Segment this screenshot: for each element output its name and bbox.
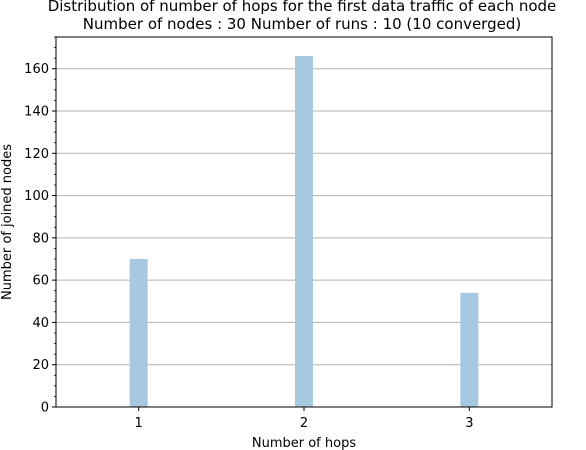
chart-title-line-2: Number of nodes : 30 Number of runs : 10… [83,15,521,33]
bar [460,292,479,407]
y-tick-label: 140 [24,105,49,120]
y-tick-label: 40 [32,316,49,331]
y-tick-label: 20 [32,358,49,373]
y-tick-label: 120 [24,147,49,162]
x-tick-label: 3 [465,416,473,431]
y-axis-label: Number of joined nodes [0,144,15,300]
y-tick-label: 80 [32,231,49,246]
y-tick-label: 160 [24,62,49,77]
y-tick-label: 100 [24,189,49,204]
bar [129,259,148,407]
chart-title-line-1: Distribution of number of hops for the f… [48,0,557,15]
x-tick-label: 1 [135,416,143,431]
bar [295,56,313,408]
tick-layer: 0 20 40 60 80 100 120 140 160 1 2 3 [24,36,473,431]
y-tick-label: 0 [41,401,49,416]
bar-layer [129,56,479,408]
x-axis-label: Number of hops [252,436,356,450]
y-tick-label: 60 [32,274,49,289]
x-tick-label: 2 [300,416,308,431]
